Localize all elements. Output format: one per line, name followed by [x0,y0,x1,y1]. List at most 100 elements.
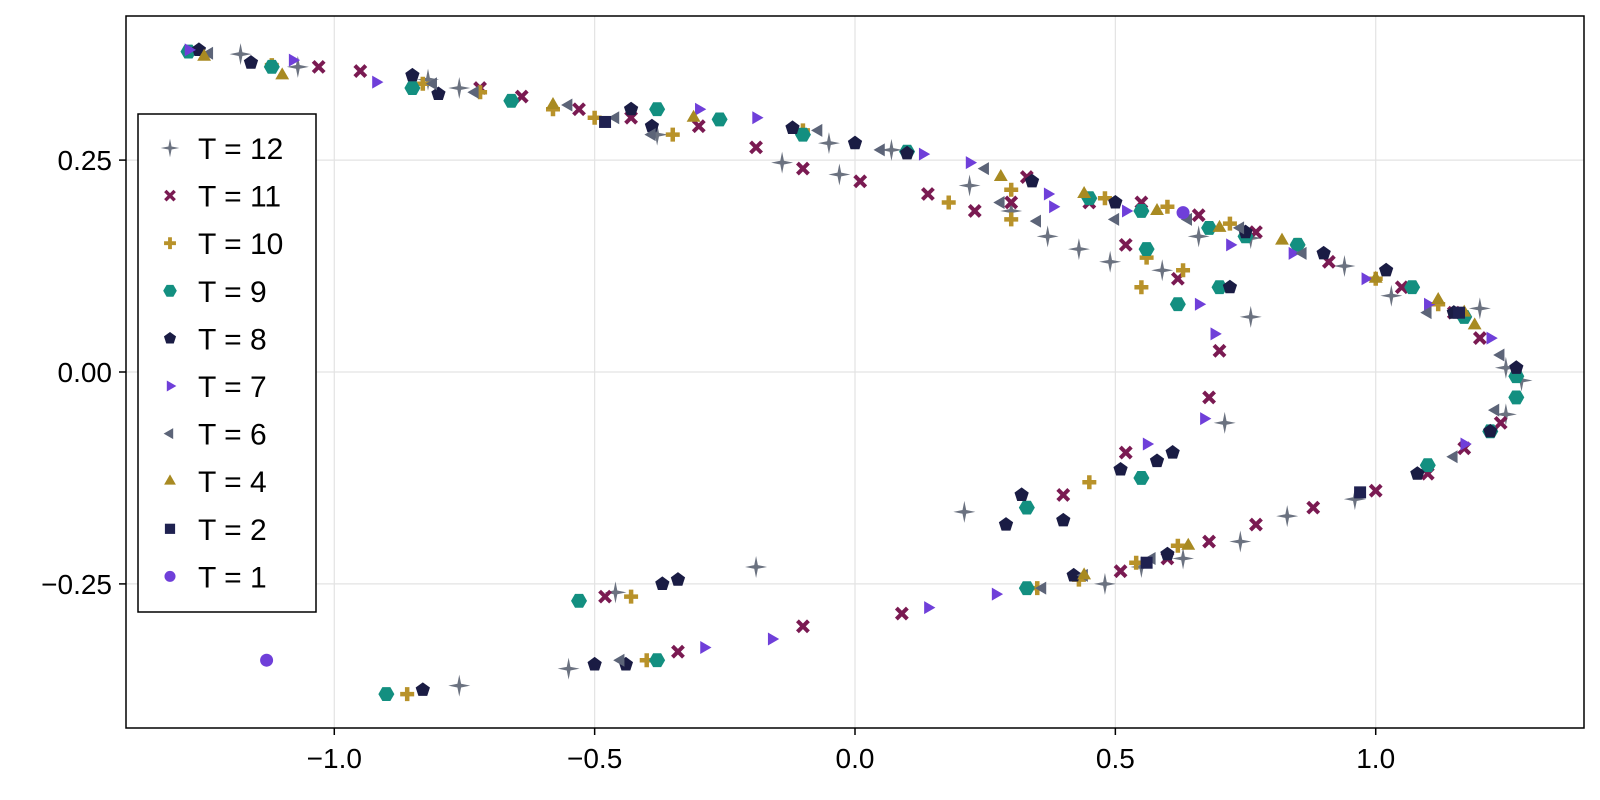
legend-item: T = 10 [164,228,283,261]
data-point [749,140,763,155]
data-point [794,127,811,142]
data-point [1151,259,1174,282]
data-point [1029,214,1041,228]
data-point [1379,262,1394,277]
legend-item: T = 6 [163,419,267,452]
data-point [796,161,810,176]
data-point [1210,327,1222,341]
data-point [1097,191,1112,206]
data-point [1133,204,1150,218]
data-point [1404,280,1421,295]
legend-marker [166,380,177,392]
data-point [1138,242,1155,257]
data-point [771,151,794,174]
data-point [353,64,368,79]
data-point [1108,194,1123,209]
data-point [1202,534,1217,549]
legend-label: T = 9 [198,276,267,309]
data-point [1049,200,1061,214]
data-point [197,48,212,61]
data-point [1276,505,1299,528]
legend-item: T = 11 [164,181,281,214]
legend-item: T = 7 [166,371,267,404]
data-point [1368,483,1383,498]
data-point [571,593,588,608]
data-point [1333,255,1356,278]
data-point [655,576,670,590]
legend-item: T = 1 [164,561,267,594]
series-t-12 [229,43,1533,697]
data-point [1354,486,1367,499]
series-t-4 [197,48,1482,580]
data-point [853,174,868,189]
data-point [467,85,479,99]
data-point [1212,343,1227,358]
data-point [1226,238,1238,252]
data-point [613,653,625,667]
data-point [1191,208,1206,223]
x-tick-label: −0.5 [567,743,622,774]
data-point [1169,297,1186,312]
data-point [998,517,1014,531]
data-point [404,81,421,95]
legend-marker [164,523,176,534]
data-point [561,98,573,112]
data-point [1172,547,1195,570]
data-point [1424,297,1436,311]
series-t-1 [260,206,1190,667]
data-points [180,42,1533,702]
data-point [1410,466,1425,480]
data-point [1118,445,1133,460]
data-point [665,127,680,142]
data-point [1018,500,1035,515]
data-point [828,163,851,186]
data-point [587,656,602,671]
data-point [1043,187,1056,201]
data-point [311,59,326,74]
data-point [1133,471,1150,485]
data-point [1288,246,1300,260]
legend-item: T = 12 [160,133,283,166]
data-point [1232,221,1245,235]
legend-label: T = 1 [198,561,267,594]
data-point [431,86,446,101]
data-point [417,68,440,91]
data-point [503,93,520,108]
data-point [1160,199,1175,214]
data-point [1113,461,1128,476]
data-point [1118,237,1133,252]
data-point [1468,297,1491,320]
data-point [785,120,800,134]
data-point [1275,232,1289,245]
data-point [260,653,274,667]
data-point [1239,305,1262,328]
data-point [646,123,669,146]
data-point [1483,423,1498,438]
data-point [993,195,1005,209]
data-point [1249,517,1263,532]
data-point [967,204,982,218]
data-point [1150,202,1164,215]
data-point [624,589,639,604]
data-point [1194,297,1207,311]
data-point [1289,237,1306,252]
data-point [1056,512,1071,527]
data-point [1494,356,1517,379]
data-point [796,619,810,634]
legend-label: T = 8 [198,323,267,356]
data-point [288,53,301,67]
data-point [1487,403,1500,417]
data-point [1140,556,1153,569]
legend-item: T = 4 [164,466,267,499]
data-point [1368,270,1383,283]
data-point [953,500,976,523]
data-point [1306,500,1321,515]
legend-label: T = 7 [198,371,267,404]
data-point [1431,291,1446,304]
data-point [752,111,764,125]
data-point [229,43,252,66]
data-point [557,657,580,680]
data-point [623,101,639,116]
data-point [1508,390,1525,405]
data-point [1200,412,1212,426]
